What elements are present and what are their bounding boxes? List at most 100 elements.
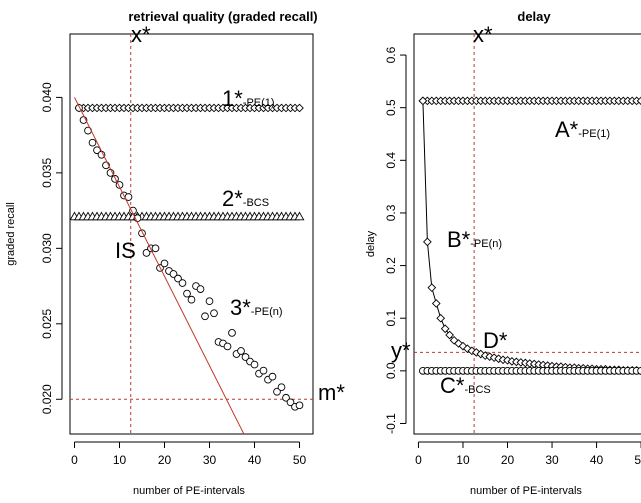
- chart-left-data-point: [273, 387, 281, 396]
- chart-left-x-tick-label: 0: [71, 453, 78, 467]
- chart-left-x-tick-label: 40: [248, 453, 262, 467]
- chart-right-data-point: [445, 330, 454, 340]
- chart-left-data-point: [268, 372, 277, 381]
- chart-left-data-point: [286, 398, 295, 407]
- chart-left-x-axis-label: number of PE-intervals: [133, 485, 245, 497]
- chart-left-y-axis-label: graded recall: [5, 202, 17, 266]
- chart-left-data-point: [88, 138, 97, 147]
- chart-left-series-line: [74, 97, 245, 434]
- chart-left-data-point: [282, 393, 290, 402]
- chart-right-annotation-d: D*: [483, 328, 508, 353]
- chart-right-x-axis-label: number of PE-intervals: [470, 485, 582, 497]
- chart-left-data-point: [205, 297, 214, 306]
- chart-right-data-point: [636, 96, 641, 106]
- chart-right-x-tick-label: 0: [415, 453, 422, 467]
- chart-right-y-tick-label: 0.3: [384, 204, 398, 221]
- chart-left-series-3: [74, 97, 245, 434]
- chart-right-data-point: [418, 96, 428, 106]
- chart-left-annotation-3: 3*-PE(n): [230, 295, 283, 320]
- chart-left-data-point: [169, 270, 178, 278]
- chart-right-annotation-c: C*-BCS: [440, 373, 491, 398]
- chart-left-x-tick-label: 20: [158, 453, 172, 467]
- chart-left-mstar-label: m*: [318, 380, 345, 405]
- chart-left-annotation-is: IS: [115, 238, 136, 263]
- chart-right-y-tick-label: 0.1: [384, 310, 398, 327]
- chart-left-series-1: [70, 211, 305, 221]
- chart-right: delay number of PE-intervals delay 0 10 20…: [365, 9, 641, 497]
- chart-right-ystar-label: y*: [391, 338, 411, 363]
- chart-right-x-tick-label: 20: [501, 453, 515, 467]
- chart-right-y-tick-label: 0.4: [384, 152, 398, 169]
- chart-right-annotation-b: B*-PE(n): [447, 227, 502, 252]
- chart-right-data-point: [440, 324, 450, 334]
- chart-right-x-tick-label: 50: [634, 453, 641, 467]
- chart-right-y-ticks: -0.1 0.0 0.1 0.2 0.3 0.4 0.5 0.6: [384, 46, 407, 434]
- chart-left-x-tick-label: 50: [293, 453, 307, 467]
- chart-right-y-axis-label: delay: [365, 230, 377, 257]
- chart-left-data-point: [93, 146, 101, 155]
- chart-left-data-point: [241, 353, 250, 361]
- chart-left-data-point: [210, 309, 218, 318]
- chart-left-data-point: [277, 383, 286, 392]
- chart-left-series-area: [70, 97, 305, 434]
- chart-left-plot-frame: [69, 33, 314, 435]
- chart-left-data-point: [174, 274, 182, 283]
- chart-left-data-point: [237, 347, 245, 355]
- chart-left-x-tick-label: 30: [203, 453, 217, 467]
- chart-right-y-tick-label: 0.6: [384, 46, 398, 63]
- chart-left-y-tick-label: 0.030: [40, 233, 54, 263]
- chart-left-series-0: [74, 103, 304, 113]
- chart-left-x-tick-label: 10: [113, 453, 127, 467]
- chart-right-series-2: [419, 366, 641, 375]
- chart-left-annotation-1: 1*-PE(1): [222, 86, 275, 111]
- chart-left-data-point: [160, 259, 169, 268]
- chart-right-x-tick-label: 30: [545, 453, 559, 467]
- chart-left-data-point: [183, 289, 191, 298]
- chart-left-data-point: [223, 342, 232, 351]
- chart-right-y-tick-label: 0.0: [384, 362, 398, 379]
- chart-left-marks: [70, 97, 305, 434]
- chart-right-data-point: [431, 299, 441, 308]
- chart-right-x-ticks: 0 10 20 30 40 50: [415, 441, 641, 467]
- chart-left-x-ticks: 0 10 20 30 40 50: [71, 441, 307, 467]
- chart-left-y-tick-label: 0.035: [40, 158, 54, 188]
- chart-right-title: delay: [517, 9, 551, 24]
- chart-right-y-tick-label: -0.1: [384, 413, 398, 434]
- chart-right-x-tick-label: 10: [456, 453, 470, 467]
- chart-right-data-point: [637, 366, 641, 375]
- chart-left-data-point: [294, 211, 305, 221]
- chart-right-marks: [418, 96, 641, 376]
- chart-right-series-area: [418, 96, 641, 376]
- chart-left-data-point: [295, 401, 304, 410]
- chart-right-data-point: [436, 313, 446, 323]
- chart-left-data-point: [250, 360, 259, 369]
- chart-left-reference-lines: [70, 34, 313, 434]
- chart-left-title: retrieval quality (graded recall): [128, 9, 317, 24]
- chart-right-x-tick-label: 40: [590, 453, 604, 467]
- chart-right-annotation-a: A*-PE(1): [555, 117, 610, 142]
- chart-left-annotation-2: 2*-BCS: [222, 186, 269, 211]
- chart-left: retrieval quality (graded recall) number…: [5, 9, 345, 497]
- chart-left-y-tick-label: 0.040: [40, 82, 54, 112]
- chart-right-data-point: [427, 283, 437, 293]
- chart-left-data-point: [259, 366, 268, 375]
- chart-right-data-point: [423, 237, 432, 247]
- chart-left-data-point: [295, 103, 304, 113]
- chart-left-series-2: [75, 104, 304, 411]
- chart-right-series-0: [418, 96, 641, 106]
- chart-left-xstar-label: x*: [131, 22, 151, 47]
- chart-left-data-point: [228, 329, 236, 337]
- chart-left-y-tick-label: 0.020: [40, 384, 54, 414]
- chart-left-data-point: [196, 285, 205, 293]
- chart-left-y-tick-label: 0.025: [40, 308, 54, 338]
- chart-left-data-point: [151, 244, 160, 253]
- chart-right-y-tick-label: 0.2: [384, 257, 398, 274]
- chart-left-data-point: [201, 312, 209, 321]
- chart-left-data-point: [142, 249, 151, 257]
- chart-right-plot-frame: [413, 33, 641, 435]
- chart-left-data-point: [187, 295, 196, 304]
- chart-right-y-tick-label: 0.5: [384, 99, 398, 116]
- chart-left-y-ticks: 0.020 0.025 0.030 0.035 0.040: [40, 82, 63, 414]
